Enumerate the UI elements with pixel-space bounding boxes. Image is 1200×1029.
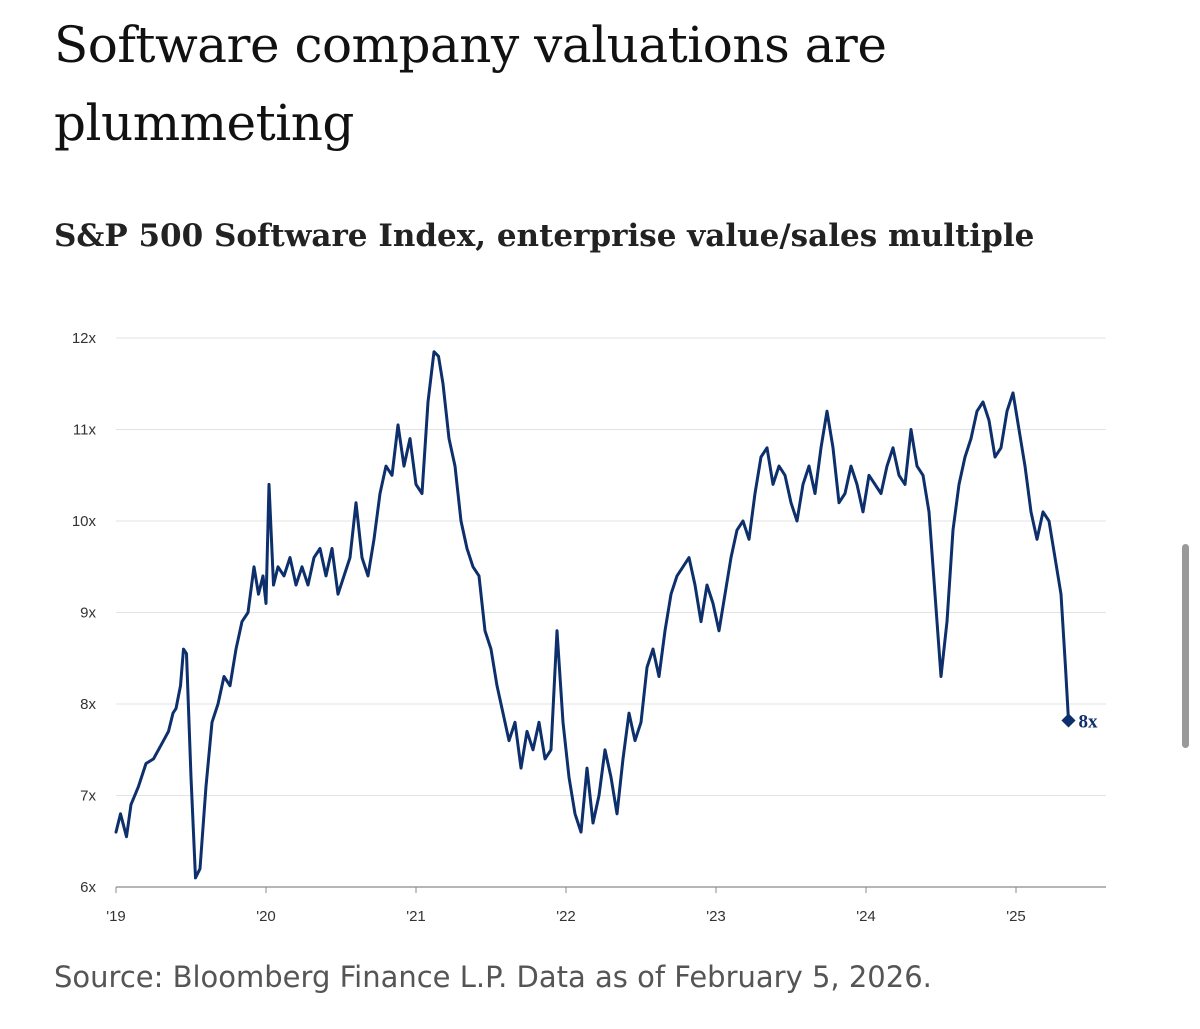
x-tick-label: '19 [106,908,126,925]
x-tick-label: '23 [706,908,726,925]
y-tick-label: 7x [80,788,96,805]
chart-title: Software company valuations are plummeti… [54,16,887,152]
chart-subtitle: S&P 500 Software Index, enterprise value… [54,218,1035,254]
line-chart: 6x 7x 8x 9x 10x 11x 12x '19 '20 '21 '22 '23 '24 '25 8x [72,330,1106,925]
vertical-scrollbar[interactable] [1182,544,1189,748]
end-value-label: 8x [1079,711,1099,732]
gridlines [116,337,1106,796]
y-tick-label: 12x [72,330,97,347]
end-point-marker [1061,713,1076,728]
y-tick-label: 6x [80,879,96,896]
tick-labels: 6x 7x 8x 9x 10x 11x 12x '19 '20 '21 '22 '23 '24 '25 8x [72,330,1098,925]
y-tick-label: 8x [80,696,96,713]
source-note: Source: Bloomberg Finance L.P. Data as o… [54,960,932,994]
x-tick-label: '21 [406,908,426,925]
y-tick-label: 11x [73,422,97,439]
x-tick-label: '24 [856,908,876,925]
axes [115,886,1106,893]
y-tick-label: 9x [80,605,96,622]
y-tick-label: 10x [72,513,97,530]
series [114,350,1076,880]
x-tick-label: '25 [1006,908,1026,925]
series-line [114,350,1070,880]
x-tick-label: '22 [556,908,576,925]
x-tick-label: '20 [256,908,276,925]
